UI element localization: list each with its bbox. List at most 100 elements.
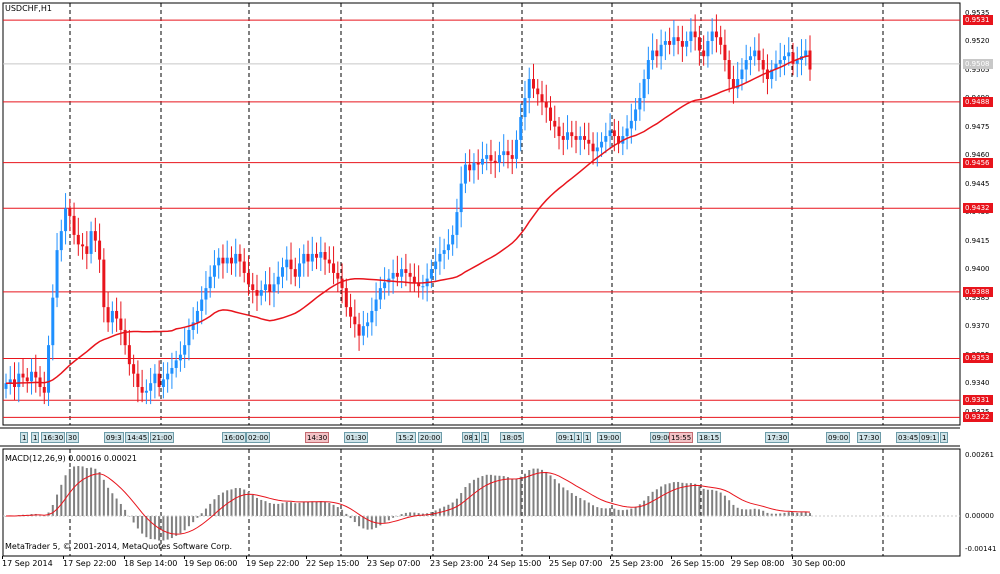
macd-bar	[796, 512, 799, 516]
bull-candle	[259, 290, 263, 296]
bull-candle	[442, 250, 446, 254]
bull-candle	[30, 371, 34, 382]
bear-candle	[680, 41, 684, 47]
macd-bar	[664, 484, 667, 516]
bear-candle	[404, 269, 408, 273]
bull-candle	[770, 69, 774, 80]
event-marker[interactable]: 15:2	[396, 432, 416, 443]
bear-candle	[251, 284, 255, 291]
macd-bar	[162, 516, 165, 541]
bear-candle	[727, 60, 731, 80]
bull-candle	[276, 276, 280, 285]
bull-candle	[795, 60, 799, 64]
event-marker[interactable]: 17:30	[765, 432, 790, 443]
bull-candle	[285, 259, 289, 268]
event-marker[interactable]: 16:30	[41, 432, 66, 443]
macd-bar	[809, 513, 811, 516]
event-marker[interactable]: 14:30	[305, 432, 330, 443]
bull-candle	[646, 60, 650, 80]
bear-candle	[157, 373, 161, 387]
bear-candle	[136, 373, 140, 387]
event-marker[interactable]: 1	[583, 432, 592, 443]
bull-candle	[391, 272, 395, 279]
price-level-label: 0.9388	[963, 286, 993, 297]
macd-bar	[634, 506, 637, 516]
time-axis-label: 29 Sep 08:00	[731, 559, 785, 568]
macd-bar	[672, 482, 675, 516]
bull-candle	[272, 284, 276, 292]
bear-candle	[81, 244, 85, 247]
event-marker[interactable]: 01:30	[344, 432, 369, 443]
time-axis-label: 25 Sep 23:00	[610, 559, 664, 568]
macd-bar	[604, 508, 607, 516]
event-marker[interactable]: 09:1	[556, 432, 576, 443]
macd-bar	[711, 489, 714, 516]
bear-candle	[468, 164, 472, 171]
bear-candle	[693, 31, 697, 38]
event-marker[interactable]: 1	[940, 432, 949, 443]
macd-bar	[570, 493, 573, 516]
macd-bar	[660, 486, 663, 516]
macd-bar	[387, 516, 390, 521]
event-marker[interactable]: 16:00	[222, 432, 247, 443]
macd-histogram	[3, 466, 960, 541]
event-marker[interactable]: 03:45	[896, 432, 921, 443]
event-marker[interactable]: 1	[31, 432, 40, 443]
bull-candle	[429, 269, 433, 279]
event-marker[interactable]: 1	[481, 432, 490, 443]
event-marker[interactable]: 09:3	[104, 432, 124, 443]
event-marker[interactable]: 09:1	[919, 432, 939, 443]
price-tick-label: 0.9340	[965, 379, 990, 388]
price-tick-label: 0.9400	[965, 265, 990, 274]
time-axis-tick	[367, 556, 368, 559]
event-marker[interactable]: 20:00	[418, 432, 443, 443]
bull-candle	[638, 98, 642, 110]
macd-bar	[494, 475, 497, 516]
macd-bar	[745, 509, 748, 516]
event-marker[interactable]: 1	[574, 432, 583, 443]
price-tick-label: 0.9415	[965, 236, 990, 245]
macd-bar	[213, 499, 216, 516]
macd-bar	[468, 483, 471, 516]
bull-candle	[64, 208, 68, 232]
macd-bar	[766, 512, 769, 516]
event-marker[interactable]: 09:00	[826, 432, 851, 443]
bear-candle	[476, 162, 480, 165]
event-marker[interactable]: 30	[66, 432, 79, 443]
event-marker[interactable]: 18:15	[697, 432, 722, 443]
event-marker[interactable]: 15:55	[669, 432, 694, 443]
macd-bar	[315, 501, 318, 516]
event-marker[interactable]: 1	[472, 432, 481, 443]
event-marker[interactable]: 21:00	[150, 432, 175, 443]
time-axis-tick	[671, 556, 672, 559]
event-marker[interactable]: 1	[20, 432, 29, 443]
time-axis-label: 22 Sep 15:00	[306, 559, 360, 568]
event-marker[interactable]: 18:05	[500, 432, 525, 443]
price-tick-label: 0.9370	[965, 322, 990, 331]
macd-bar	[302, 501, 305, 516]
macd-bar	[719, 492, 722, 516]
price-level-label: 0.9488	[963, 96, 993, 107]
bull-candle	[519, 117, 523, 140]
macd-bar	[183, 516, 186, 531]
macd-bar	[251, 494, 254, 516]
macd-bar	[545, 471, 548, 516]
bear-candle	[140, 386, 144, 393]
bear-candle	[238, 253, 242, 262]
macd-bar	[630, 508, 633, 516]
event-marker[interactable]: 02:00	[246, 432, 271, 443]
event-marker[interactable]: 17:30	[857, 432, 882, 443]
event-marker[interactable]: 19:00	[597, 432, 622, 443]
macd-bar	[400, 514, 403, 516]
macd-bar	[617, 509, 620, 516]
macd-bar	[366, 516, 369, 530]
price-level-label: 0.9432	[963, 203, 993, 214]
macd-bar	[643, 500, 646, 516]
macd-pane-border	[2, 448, 961, 557]
macd-bar	[353, 516, 356, 523]
bear-candle	[306, 253, 310, 262]
bull-candle	[161, 379, 165, 387]
macd-bar	[562, 487, 565, 516]
event-marker[interactable]: 14:45	[125, 432, 150, 443]
